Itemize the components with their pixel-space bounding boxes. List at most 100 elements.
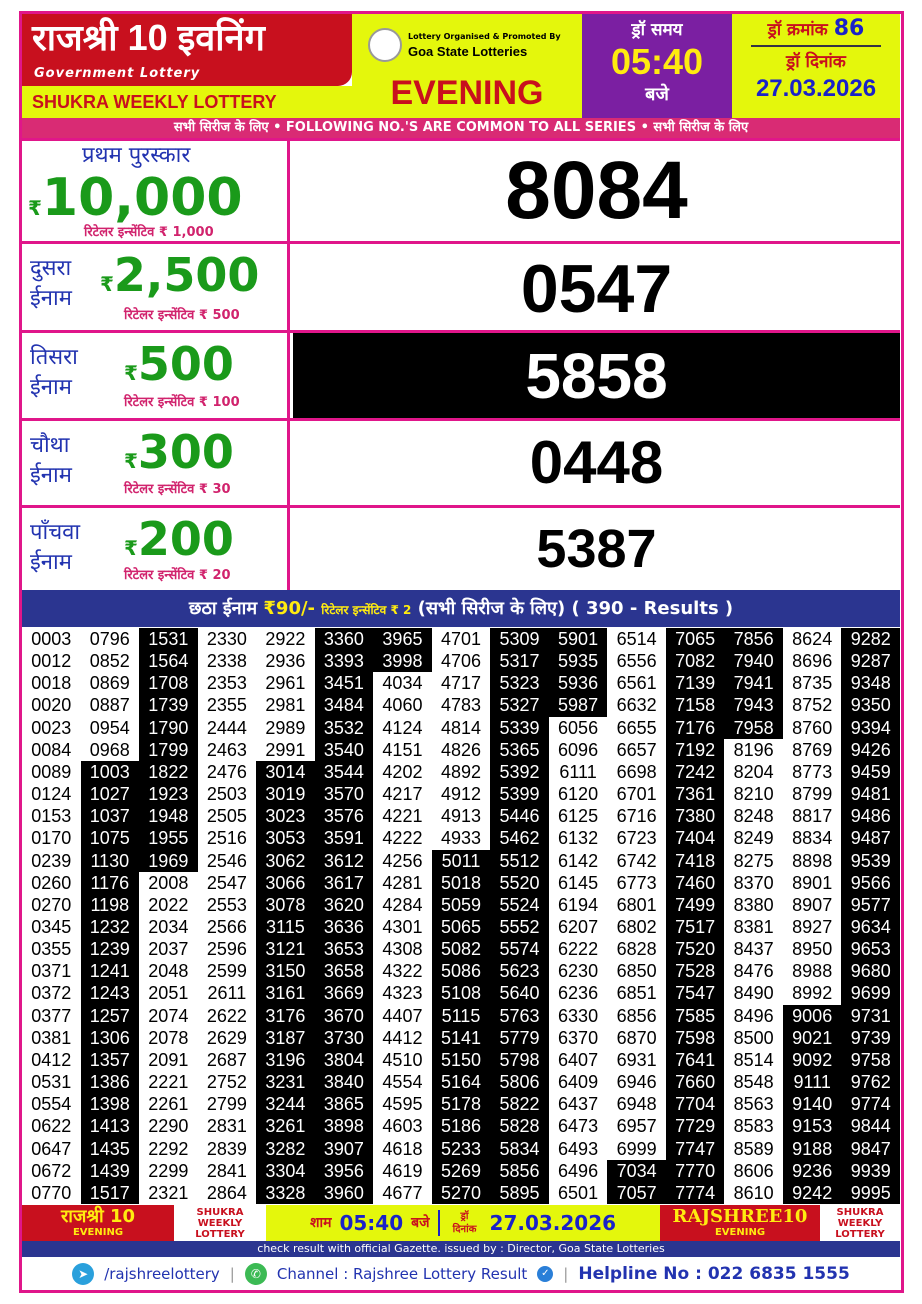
result-number: 0554	[22, 1093, 81, 1116]
result-number: 1398	[80, 1093, 140, 1116]
result-number: 2629	[197, 1026, 257, 1049]
result-number: 3282	[256, 1137, 315, 1160]
result-number: 8817	[782, 805, 842, 828]
result-number: 5987	[548, 694, 608, 717]
result-number: 5640	[490, 982, 549, 1005]
result-number: 5186	[431, 1115, 491, 1138]
result-number: 4701	[431, 628, 491, 651]
result-number: 2599	[197, 960, 257, 983]
result-number: 9634	[841, 916, 900, 939]
result-number: 4407	[373, 1004, 432, 1027]
result-number: 3023	[256, 805, 315, 828]
channel-link[interactable]: Channel : Rajshree Lottery Result	[276, 1264, 528, 1283]
result-number: 5270	[431, 1181, 491, 1204]
draw-date: 27.03.2026	[755, 75, 877, 102]
result-number: 2989	[256, 716, 315, 739]
result-number: 7192	[665, 738, 725, 761]
result-number: 5935	[548, 650, 608, 673]
result-number: 3840	[314, 1071, 374, 1094]
result-number: 8769	[782, 738, 842, 761]
result-number: 5834	[490, 1137, 549, 1160]
result-number: 5082	[431, 938, 491, 961]
result-number: 2546	[197, 849, 257, 872]
result-number: 5524	[490, 893, 549, 916]
result-number: 9092	[782, 1048, 842, 1072]
draw-no: 86	[833, 16, 865, 41]
prize-row-2: दुसरा ईनाम ₹2,500 रिटेलर इन्सेंटिव ₹ 500 …	[22, 241, 900, 333]
result-number: 9487	[841, 827, 900, 850]
result-number: 5317	[490, 650, 549, 673]
draw-time: 05:40	[610, 41, 704, 82]
session-label: EVENING	[390, 74, 544, 112]
result-number: 8204	[724, 760, 783, 784]
result-number: 4717	[431, 672, 491, 695]
result-number: 6931	[607, 1048, 666, 1072]
result-number: 6330	[548, 1004, 608, 1027]
result-number: 3150	[256, 960, 315, 983]
result-number: 4151	[373, 738, 432, 761]
rupee-icon: ₹	[124, 536, 138, 560]
lottery-name: SHUKRA WEEKLY LOTTERY	[22, 86, 352, 118]
result-number: 0018	[22, 672, 81, 695]
result-number: 7139	[665, 672, 725, 695]
result-number: 4595	[373, 1093, 432, 1116]
result-number: 6561	[607, 672, 666, 695]
result-number: 1413	[80, 1115, 140, 1138]
result-number: 8610	[724, 1181, 783, 1204]
draw-date-label: ड्रॉ दिनांक	[786, 52, 846, 72]
result-number: 8799	[782, 783, 842, 806]
result-number: 3451	[314, 672, 374, 695]
results-grid: 0003 0012 0018 0020 0023 0084 0089 0124 0153 0170…	[22, 628, 900, 1204]
result-number: 9021	[782, 1026, 842, 1049]
footer-logo-left: राजश्री 10 EVENING	[22, 1205, 174, 1241]
result-number: 2338	[197, 650, 257, 673]
organiser-block: Lottery Organised & Promoted By Goa Stat…	[352, 14, 582, 118]
result-number: 5806	[490, 1071, 549, 1094]
result-number: 2008	[139, 871, 198, 894]
result-number: 6851	[607, 982, 666, 1005]
result-number: 8196	[724, 738, 783, 761]
result-number: 4913	[431, 805, 491, 828]
results-count: ( 390 - Results )	[571, 598, 734, 619]
result-number: 6207	[548, 916, 608, 939]
result-number: 6096	[548, 738, 608, 761]
result-number: 1198	[80, 893, 140, 916]
result-number: 1435	[80, 1137, 140, 1160]
telegram-link[interactable]: /rajshreelottery	[104, 1264, 220, 1283]
result-number: 9699	[841, 982, 900, 1005]
retailer-incentive: रिटेलर इन्सेंटिव ₹ 100	[124, 395, 240, 410]
result-number: 3576	[314, 805, 374, 828]
result-number: 0089	[22, 760, 81, 784]
result-number: 6407	[548, 1048, 608, 1072]
result-number: 7520	[665, 938, 725, 961]
result-number: 3328	[256, 1181, 315, 1204]
result-number: 3304	[256, 1159, 315, 1182]
result-number: 1923	[139, 783, 198, 806]
result-number: 8583	[724, 1115, 783, 1138]
result-number: 2355	[197, 694, 257, 717]
result-number: 6948	[607, 1093, 666, 1116]
result-number: 9426	[841, 738, 900, 761]
result-number: 5269	[431, 1159, 491, 1182]
result-number: 0647	[22, 1137, 81, 1160]
result-number: 0381	[22, 1026, 81, 1049]
result-number: 3393	[314, 650, 374, 673]
result-number: 5011	[431, 849, 491, 872]
result-number: 3231	[256, 1071, 315, 1094]
result-number: 6828	[607, 938, 666, 961]
result-number: 4323	[373, 982, 432, 1005]
result-number: 7774	[665, 1181, 725, 1204]
prize-row-1: प्रथम पुरस्कार ₹10,000 रिटेलर इन्सेंटिव …	[22, 138, 900, 241]
result-number: 8735	[782, 672, 842, 695]
result-number: 3062	[256, 849, 315, 872]
result-number: 6655	[607, 716, 666, 739]
result-number: 6802	[607, 916, 666, 939]
result-number: 1003	[80, 760, 140, 784]
result-number: 1357	[80, 1048, 140, 1072]
result-number: 4892	[431, 760, 491, 784]
result-number: 6856	[607, 1004, 666, 1027]
result-number: 7856	[724, 628, 783, 651]
result-number: 5520	[490, 871, 549, 894]
result-number: 4281	[373, 871, 432, 894]
prize-number: 0448	[529, 429, 664, 496]
